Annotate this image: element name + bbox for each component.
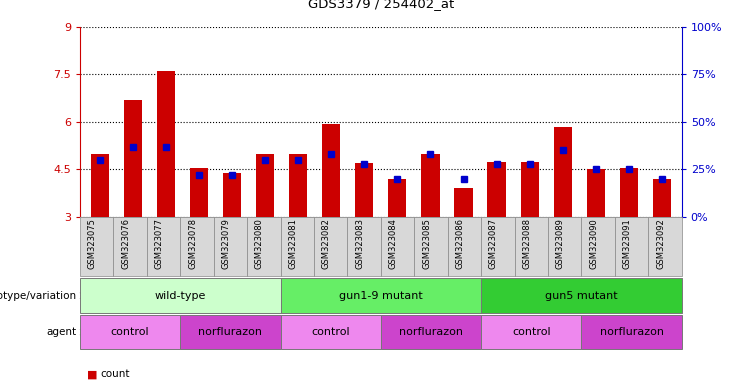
Text: GSM323077: GSM323077 [155, 218, 164, 269]
Bar [388, 179, 407, 217]
Text: GSM323078: GSM323078 [188, 218, 197, 269]
Text: genotype/variation: genotype/variation [0, 291, 76, 301]
Text: count: count [101, 369, 130, 379]
Bar [653, 179, 671, 217]
Bar [619, 168, 638, 217]
Bar [91, 154, 109, 217]
Text: control: control [311, 327, 350, 337]
Text: control: control [512, 327, 551, 337]
Text: gun5 mutant: gun5 mutant [545, 291, 618, 301]
Text: GSM323086: GSM323086 [456, 218, 465, 269]
Bar [454, 189, 473, 217]
Bar [289, 154, 308, 217]
Text: GSM323089: GSM323089 [556, 218, 565, 269]
Bar [520, 162, 539, 217]
Text: gun1-9 mutant: gun1-9 mutant [339, 291, 423, 301]
Text: control: control [111, 327, 150, 337]
Bar [587, 169, 605, 217]
Text: GSM323091: GSM323091 [622, 218, 631, 269]
Bar [355, 163, 373, 217]
Bar [157, 71, 175, 217]
Bar [223, 173, 241, 217]
Text: GSM323090: GSM323090 [589, 218, 598, 269]
Text: GDS3379 / 254402_at: GDS3379 / 254402_at [308, 0, 454, 10]
Text: GSM323085: GSM323085 [422, 218, 431, 269]
Bar [256, 154, 274, 217]
Text: GSM323092: GSM323092 [656, 218, 665, 269]
Bar [488, 162, 505, 217]
Text: GSM323084: GSM323084 [388, 218, 398, 269]
Text: norflurazon: norflurazon [399, 327, 463, 337]
Text: GSM323088: GSM323088 [522, 218, 531, 269]
Bar [554, 127, 572, 217]
Text: GSM323081: GSM323081 [288, 218, 297, 269]
Text: GSM323079: GSM323079 [222, 218, 230, 269]
Bar [124, 100, 142, 217]
Text: GSM323083: GSM323083 [355, 218, 364, 269]
Text: agent: agent [46, 327, 76, 337]
Text: norflurazon: norflurazon [599, 327, 664, 337]
Text: GSM323076: GSM323076 [122, 218, 130, 269]
Bar [190, 168, 208, 217]
Text: GSM323082: GSM323082 [322, 218, 330, 269]
Text: norflurazon: norflurazon [199, 327, 262, 337]
Text: ■: ■ [87, 369, 98, 379]
Text: GSM323087: GSM323087 [489, 218, 498, 269]
Bar [422, 154, 439, 217]
Text: GSM323075: GSM323075 [87, 218, 97, 269]
Bar [322, 124, 340, 217]
Text: GSM323080: GSM323080 [255, 218, 264, 269]
Text: wild-type: wild-type [155, 291, 206, 301]
